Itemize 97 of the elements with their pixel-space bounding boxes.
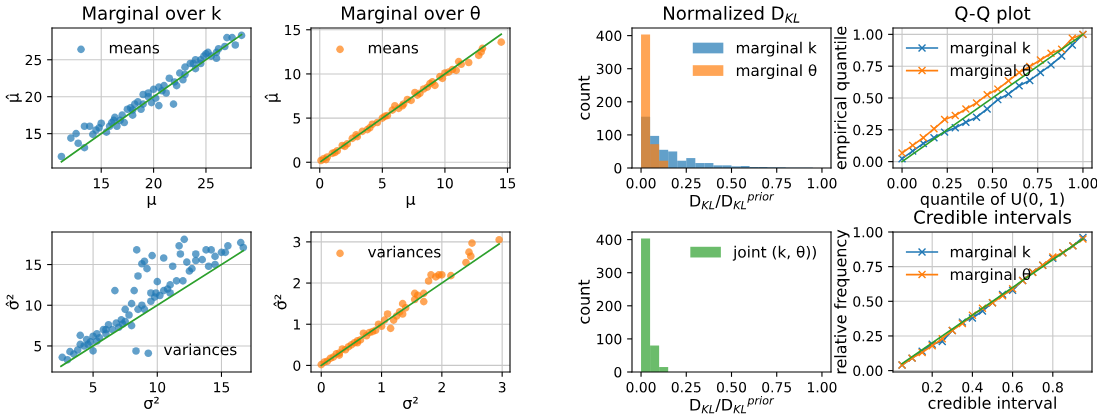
x-axis-title: μ bbox=[406, 195, 416, 209]
x-axis-title: σ² bbox=[144, 396, 159, 409]
x-tick-label: 0.6 bbox=[1002, 381, 1023, 393]
y-tick-label: 5 bbox=[34, 341, 42, 352]
y-axis-title: relative frequency bbox=[834, 229, 850, 374]
y-tick-label: 200 bbox=[596, 96, 622, 108]
x-tick-label: 1.00 bbox=[808, 177, 837, 189]
y-tick-label: 15 bbox=[26, 128, 42, 140]
y-tick-label: 1 bbox=[293, 319, 300, 330]
y-tick-label: 1.00 bbox=[853, 226, 883, 238]
x-tick-label: 0.50 bbox=[977, 177, 1008, 189]
x-tick-label: 0 bbox=[317, 381, 325, 393]
y-tick-label: 3 bbox=[293, 236, 301, 248]
y-tick-label: 0 bbox=[614, 162, 622, 174]
y-tick-label: 100 bbox=[597, 333, 622, 345]
legend-label: marginal k bbox=[950, 245, 1031, 261]
x-tick-label: 0.50 bbox=[716, 381, 747, 393]
x-tick-label: 15 bbox=[500, 178, 516, 189]
y-tick-label: 0 bbox=[614, 366, 622, 378]
y-tick-label: 0.75 bbox=[853, 261, 883, 273]
legend-label: marginal θ bbox=[736, 64, 817, 80]
x-tick-label: 20 bbox=[145, 177, 162, 189]
x-tick-label: 0.75 bbox=[762, 177, 791, 189]
x-tick-label: 25 bbox=[198, 177, 214, 189]
x-tick-label: 1 bbox=[378, 382, 385, 393]
x-axis-title: credible interval bbox=[928, 396, 1056, 409]
x-tick-label: 0.8 bbox=[1042, 381, 1063, 393]
y-axis-title: count bbox=[578, 279, 590, 324]
y-tick-label: 2 bbox=[293, 278, 300, 289]
y-tick-label: 25 bbox=[25, 54, 42, 66]
y-tick-label: 0.50 bbox=[853, 296, 883, 307]
x-tick-label: 1.00 bbox=[1069, 177, 1097, 189]
y-tick-label: 400 bbox=[596, 234, 622, 246]
x-axis-title: quantile of U(0, 1) bbox=[920, 192, 1064, 209]
y-axis-title: empirical quantile bbox=[834, 26, 850, 170]
x-tick-label: 5 bbox=[378, 178, 386, 189]
x-axis-title: D$_{KL}$/D$_{KL}$$^{prior}$ bbox=[690, 191, 775, 210]
y-tick-label: 300 bbox=[596, 63, 622, 75]
x-tick-label: 2 bbox=[438, 381, 445, 393]
x-tick-label: 0.4 bbox=[962, 381, 983, 393]
x-tick-label: 10 bbox=[149, 381, 166, 393]
x-tick-label: 15 bbox=[93, 178, 109, 189]
legend-label: variances bbox=[367, 245, 441, 258]
x-tick-label: 0.2 bbox=[922, 381, 942, 393]
x-axis-title: D$_{KL}$/D$_{KL}$$^{prior}$ bbox=[690, 395, 775, 414]
y-tick-label: 0.75 bbox=[853, 61, 883, 72]
x-tick-label: 0.25 bbox=[671, 381, 701, 393]
x-tick-label: 0.25 bbox=[671, 177, 701, 189]
x-tick-label: 3 bbox=[498, 381, 506, 393]
y-axis-title: μ̂ bbox=[5, 93, 22, 102]
y-tick-label: 0.00 bbox=[853, 365, 883, 377]
y-axis-title: count bbox=[578, 75, 590, 120]
y-tick-label: 0.25 bbox=[853, 330, 883, 342]
x-tick-label: 1.00 bbox=[808, 381, 837, 393]
chart-title: Credible intervals bbox=[914, 209, 1072, 224]
y-tick-label: 10 bbox=[26, 300, 42, 311]
chart-title: Q-Q plot bbox=[955, 5, 1031, 24]
y-tick-label: 0 bbox=[293, 360, 301, 371]
y-axis-title: σ̂² bbox=[5, 294, 19, 310]
chart-title: Normalized D$_{KL}$ bbox=[664, 5, 800, 23]
y-tick-label: 20 bbox=[25, 91, 42, 103]
legend-label: means bbox=[109, 44, 160, 54]
y-tick-label: 0.00 bbox=[853, 156, 883, 168]
y-axis-title: σ̂² bbox=[273, 294, 287, 310]
x-axis-title: σ² bbox=[403, 396, 418, 409]
y-tick-label: 0.50 bbox=[853, 92, 883, 104]
x-tick-label: 0.50 bbox=[716, 177, 747, 189]
y-axis-title: μ̂ bbox=[264, 93, 281, 102]
x-tick-label: 0.25 bbox=[932, 177, 962, 189]
y-tick-label: 300 bbox=[596, 267, 622, 279]
y-tick-label: 5 bbox=[293, 113, 301, 124]
x-tick-label: 0.00 bbox=[887, 177, 917, 189]
x-tick-label: 0.00 bbox=[626, 177, 656, 189]
y-tick-label: 100 bbox=[597, 129, 622, 141]
y-tick-label: 200 bbox=[596, 300, 622, 312]
y-tick-label: 1.00 bbox=[853, 29, 883, 40]
y-tick-label: 0 bbox=[293, 157, 301, 168]
x-tick-label: 0 bbox=[316, 177, 324, 189]
legend-label: means bbox=[368, 44, 419, 54]
legend-label: marginal k bbox=[950, 41, 1031, 57]
y-tick-label: 15 bbox=[26, 259, 42, 271]
y-tick-label: 15 bbox=[285, 24, 301, 36]
y-tick-label: 0.25 bbox=[853, 124, 883, 136]
x-axis-title: μ bbox=[147, 195, 157, 209]
chart-title: Marginal over k bbox=[83, 5, 222, 24]
x-tick-label: 0.75 bbox=[1023, 177, 1052, 189]
y-tick-label: 400 bbox=[596, 30, 622, 42]
chart-title: Marginal over θ bbox=[342, 5, 480, 24]
x-tick-label: 5 bbox=[89, 382, 97, 393]
x-tick-label: 15 bbox=[214, 382, 230, 393]
legend-label: joint (k, θ)) bbox=[732, 245, 816, 261]
legend-label: variances bbox=[163, 343, 237, 356]
legend-label: marginal k bbox=[736, 41, 817, 57]
x-tick-label: 0.00 bbox=[626, 381, 656, 393]
y-tick-label: 10 bbox=[285, 68, 301, 80]
x-tick-label: 0.75 bbox=[762, 381, 791, 393]
x-tick-label: 10 bbox=[437, 177, 453, 189]
